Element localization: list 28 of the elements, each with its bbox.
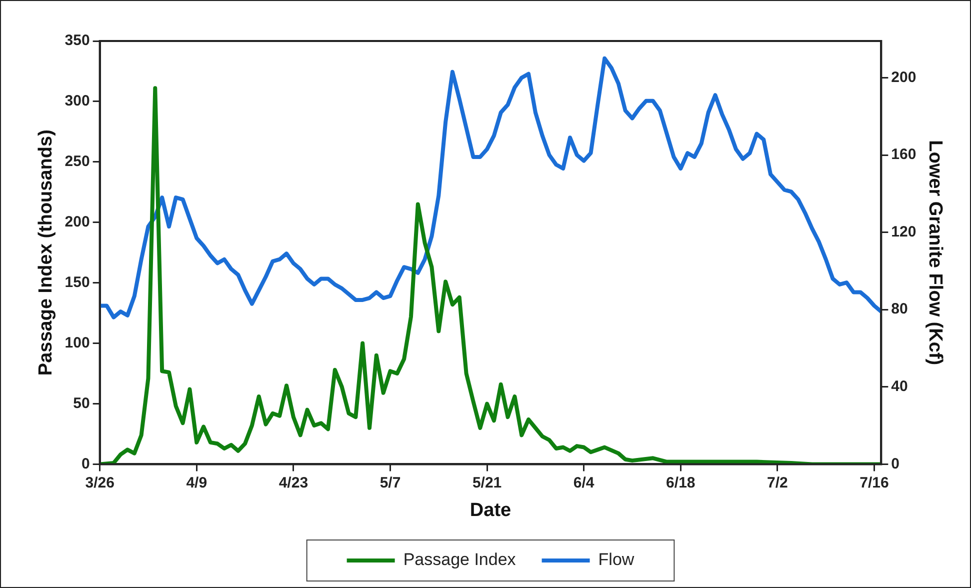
y-tick-label: 50: [73, 394, 90, 412]
y-tick-label: 0: [81, 455, 90, 472]
y2-axis-title: Lower Granite Flow (Kcf): [924, 140, 946, 366]
y-tick-label: 150: [64, 274, 90, 291]
x-tick-label: 6/4: [573, 474, 595, 492]
y2-tick-label: 80: [891, 300, 908, 318]
x-axis-title: Date: [470, 500, 512, 521]
x-tick-label: 7/16: [860, 474, 889, 492]
y2-tick-label: 160: [891, 146, 916, 164]
y2-tick-label: 120: [891, 223, 916, 240]
legend-label: Passage Index: [403, 550, 516, 570]
y2-tick-label: 0: [891, 455, 900, 472]
y-axis-title: Passage Index (thousands): [36, 130, 57, 376]
y-tick-label: 250: [64, 153, 90, 170]
y-tick-label: 300: [64, 92, 90, 110]
x-tick-label: 6/18: [666, 474, 696, 492]
y-tick-label: 200: [64, 214, 90, 231]
legend-label: Flow: [598, 550, 635, 570]
y2-tick-label: 200: [891, 68, 916, 86]
x-tick-label: 4/9: [186, 474, 208, 492]
x-tick-label: 3/26: [85, 474, 114, 492]
x-tick-label: 4/23: [278, 474, 308, 492]
x-tick-label: 7/2: [767, 474, 788, 492]
x-tick-label: 5/21: [472, 474, 502, 492]
y2-tick-label: 40: [891, 378, 908, 396]
y-tick-label: 100: [64, 334, 90, 352]
x-tick-label: 5/7: [380, 474, 401, 492]
y-tick-label: 350: [64, 32, 90, 50]
